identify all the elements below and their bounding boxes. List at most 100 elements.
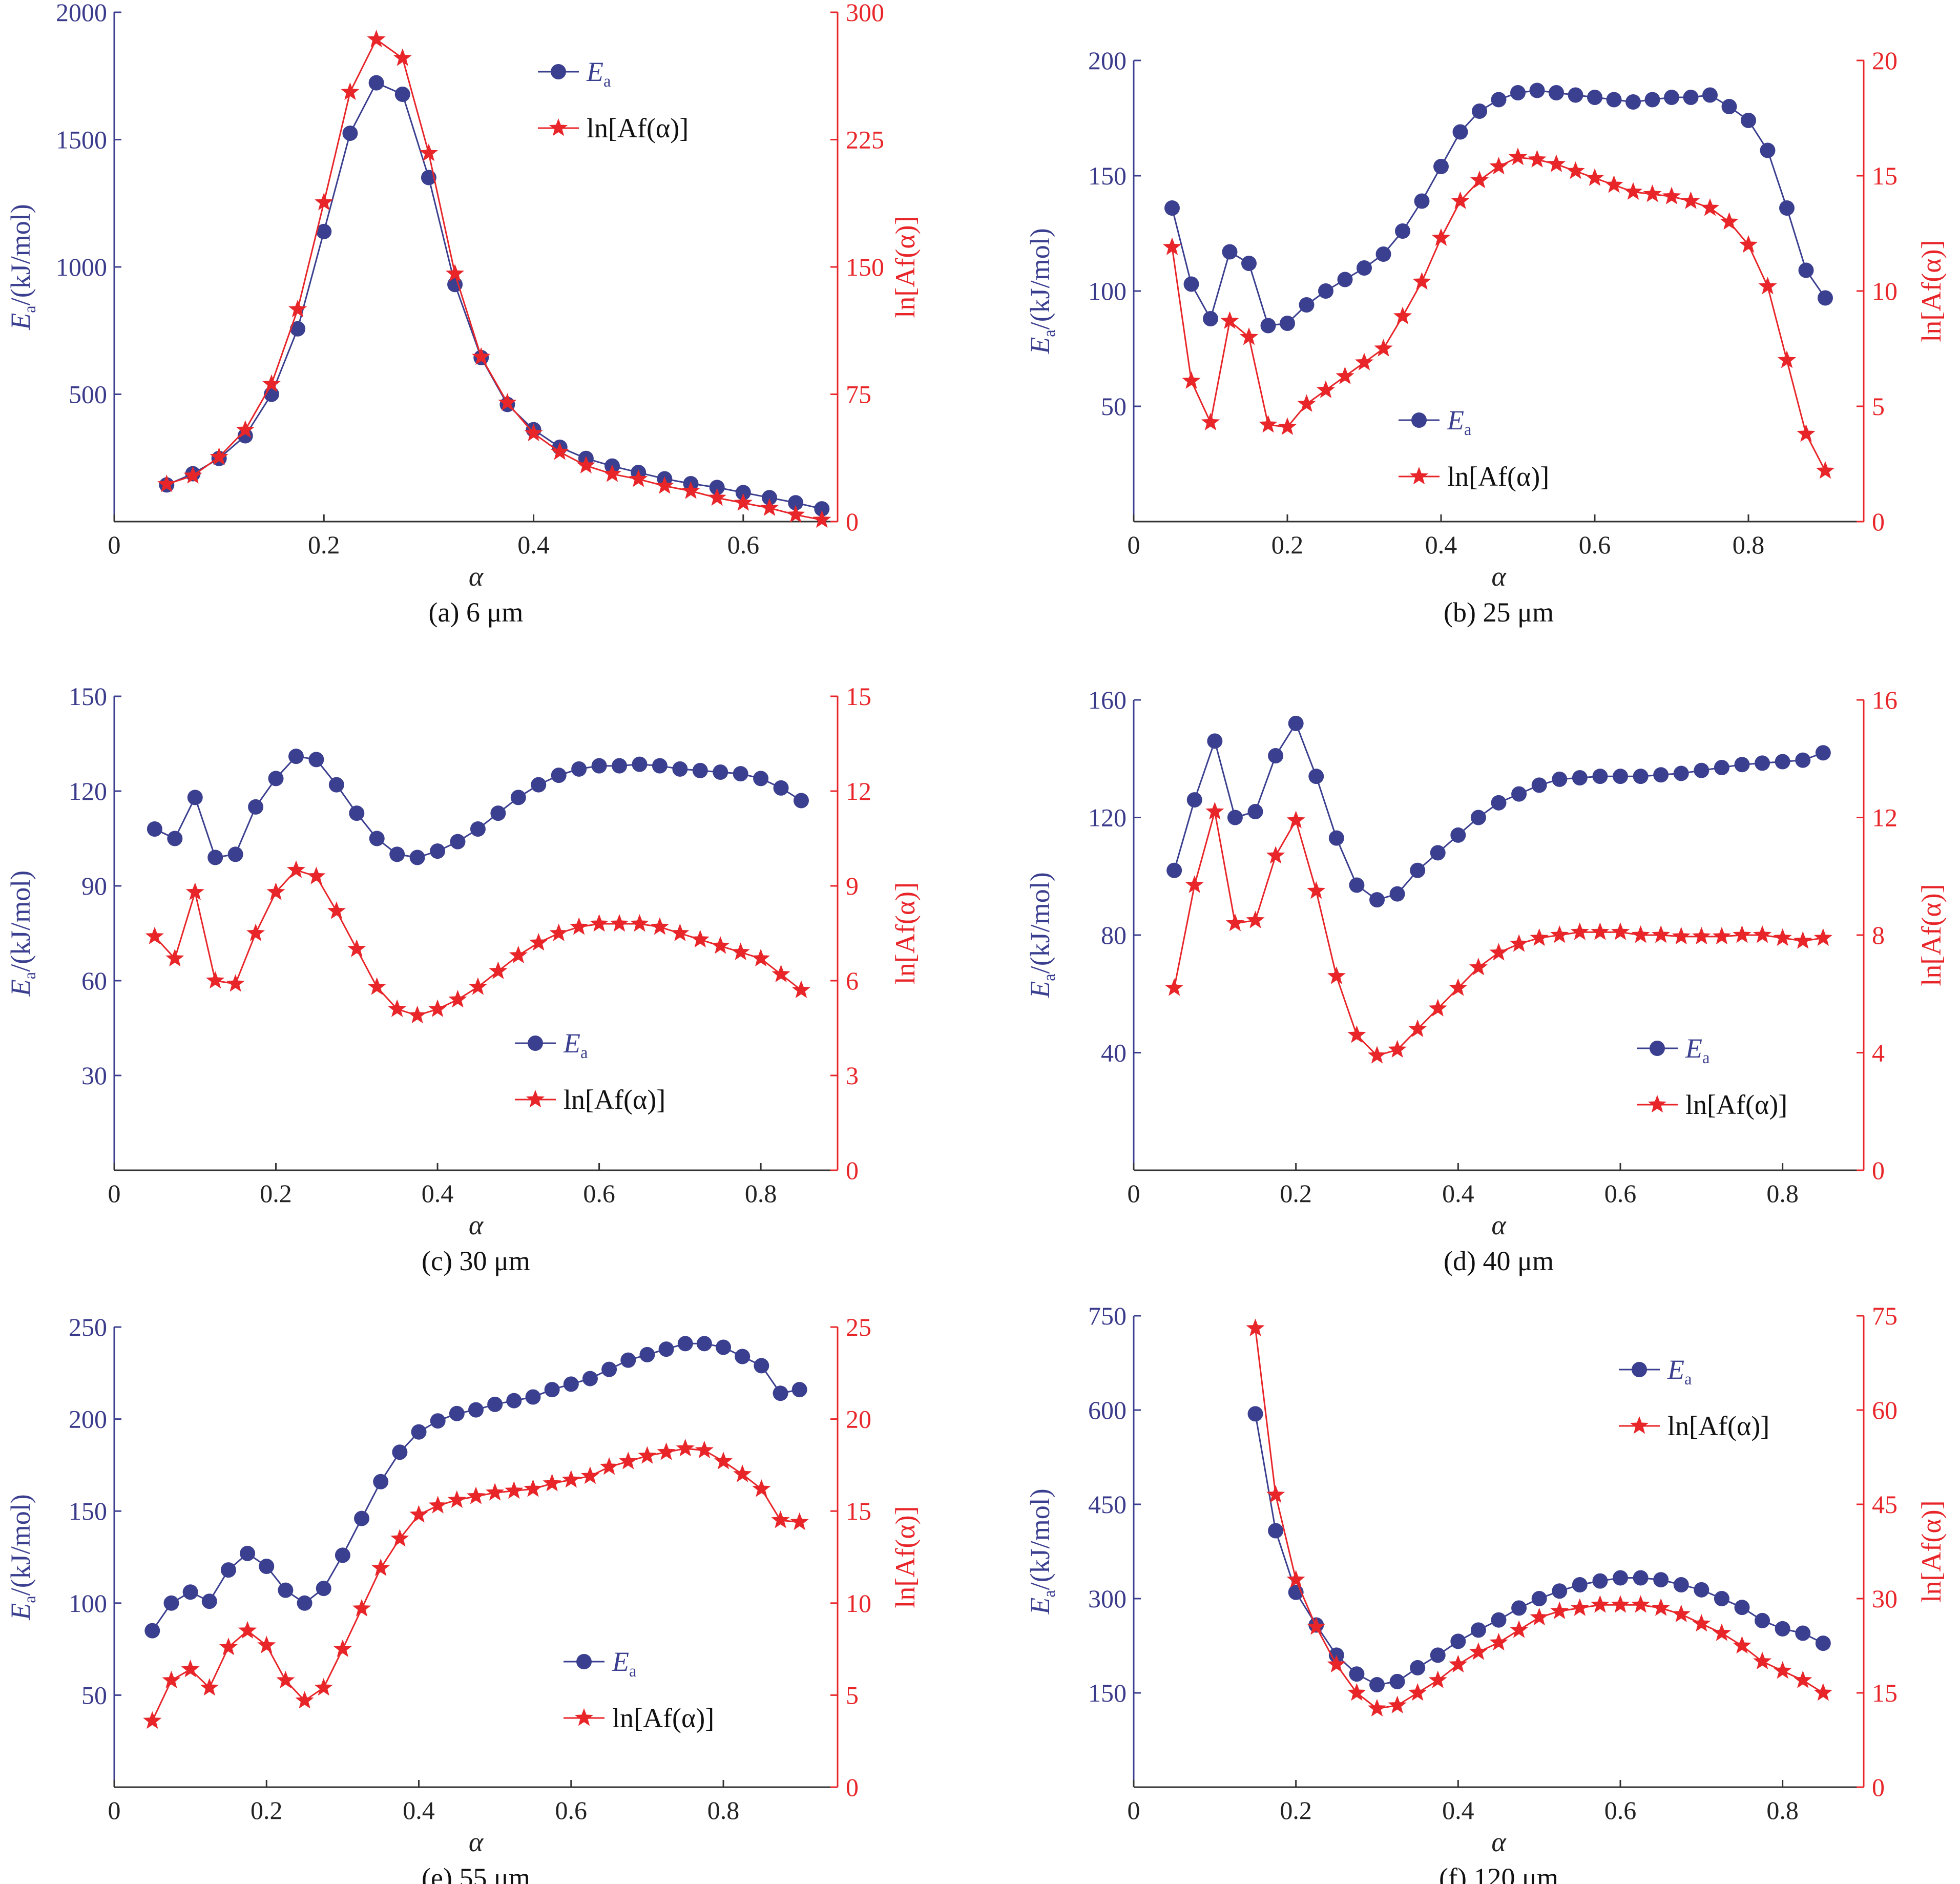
data-point-ea: [240, 1545, 256, 1561]
data-point-ea: [1587, 90, 1602, 105]
data-point-ea: [1288, 715, 1304, 731]
data-point-ln: [1286, 811, 1305, 829]
right-y-tick-label: 0: [846, 507, 859, 536]
data-point-ln: [236, 420, 255, 438]
data-point-ea: [1491, 795, 1507, 811]
left-y-tick-label: 150: [69, 682, 107, 711]
data-point-ea: [1472, 103, 1487, 119]
data-point-ea: [1572, 770, 1588, 786]
data-point-ea: [430, 1413, 446, 1429]
data-point-ln: [1547, 154, 1566, 172]
data-point-ea: [1491, 1612, 1507, 1628]
data-point-ln: [1307, 881, 1326, 899]
data-point-ea: [1203, 311, 1218, 326]
data-point-ln: [1412, 272, 1431, 290]
left-y-tick-label: 600: [1088, 1396, 1127, 1424]
data-point-ea: [316, 1581, 331, 1597]
data-point-ea: [735, 1349, 750, 1364]
ea-label: Ea: [586, 56, 611, 91]
left-y-tick-label: 30: [81, 1061, 107, 1090]
data-point-ea: [510, 790, 526, 805]
data-point-ln: [772, 964, 790, 982]
data-point-ln: [1720, 212, 1739, 230]
data-point-ln: [1388, 1040, 1407, 1058]
data-point-ln: [1508, 148, 1528, 165]
data-point-ln: [590, 914, 609, 932]
data-point-ln: [352, 1599, 371, 1617]
data-point-ln: [1712, 926, 1731, 945]
data-point-ln: [1165, 978, 1184, 996]
data-point-ea: [1644, 92, 1660, 108]
data-point-ea: [335, 1547, 350, 1563]
data-point-ea: [1247, 1406, 1263, 1422]
data-point-ln: [1631, 1595, 1650, 1613]
left-y-tick-label: 300: [1088, 1584, 1127, 1613]
data-point-ea: [411, 1424, 427, 1440]
data-point-ea: [1531, 1591, 1547, 1606]
data-point-ln: [183, 466, 202, 484]
data-point-ln: [246, 923, 265, 941]
data-point-ln: [1692, 926, 1711, 945]
ea-label: Ea: [1667, 1354, 1692, 1389]
data-point-ln: [505, 1481, 524, 1499]
legend-marker-ln: [526, 1090, 545, 1108]
data-point-ln: [629, 469, 648, 487]
ea-label: Ea: [563, 1028, 588, 1062]
data-point-ea: [1683, 90, 1699, 105]
data-point-ln: [1469, 1642, 1488, 1660]
data-point-ea: [373, 1474, 389, 1489]
left-y-tick-label: 40: [1101, 1039, 1127, 1067]
data-point-ln: [1631, 925, 1650, 943]
data-point-ea: [1166, 862, 1182, 878]
x-tick-label: 0: [108, 1796, 121, 1825]
data-point-ln: [752, 948, 770, 967]
data-point-ea: [450, 834, 466, 850]
data-point-ea: [754, 1358, 769, 1374]
data-point-ea: [1613, 1570, 1628, 1586]
data-point-ln: [549, 923, 568, 941]
data-point-ln: [1316, 380, 1336, 398]
data-point-ln: [1327, 1654, 1346, 1673]
data-point-ln: [576, 456, 595, 473]
data-point-ea: [227, 846, 243, 862]
data-point-ea: [449, 1405, 465, 1421]
data-point-ln: [226, 974, 245, 992]
data-point-ea: [1714, 1591, 1729, 1606]
x-tick-label: 0: [1128, 1179, 1140, 1208]
data-point-ea: [1734, 757, 1750, 773]
data-point-ea: [1779, 200, 1795, 216]
data-point-ea: [1795, 1625, 1811, 1641]
data-point-ln: [1733, 1636, 1752, 1654]
right-y-tick-label: 15: [1872, 1679, 1898, 1707]
data-point-ln: [1672, 926, 1691, 945]
data-point-ea: [761, 490, 777, 506]
data-point-ln: [1712, 1623, 1731, 1641]
right-y-tick-label: 9: [846, 872, 859, 900]
data-point-ea: [470, 821, 486, 837]
data-point-ln: [1201, 412, 1220, 430]
ylabel-unit: /(kJ/mol): [1025, 228, 1055, 329]
data-point-ln: [1623, 182, 1643, 200]
x-tick-label: 0.2: [260, 1179, 292, 1208]
ea-label: Ea/(kJ/mol): [1025, 872, 1059, 998]
data-point-ea: [1673, 1577, 1689, 1593]
data-point-ea: [1818, 290, 1833, 306]
right-y-tick-label: 0: [1872, 1773, 1885, 1802]
data-point-ln: [1297, 394, 1316, 412]
legend-marker-ln: [1630, 1416, 1649, 1434]
left-y-tick-label: 200: [1088, 46, 1127, 75]
data-point-ea: [1389, 1673, 1405, 1689]
data-point-ln: [286, 860, 305, 878]
data-point-ea: [342, 126, 358, 141]
data-point-ln: [388, 999, 407, 1017]
data-point-ln: [1451, 191, 1470, 209]
data-point-ln: [1643, 184, 1662, 202]
right-y-tick-label: 5: [1872, 392, 1885, 421]
data-point-ea: [652, 758, 668, 774]
data-point-ln: [1431, 228, 1451, 246]
data-point-ln: [295, 1691, 314, 1709]
data-point-ln: [206, 971, 225, 989]
data-point-ln: [498, 393, 517, 411]
data-point-ln: [408, 1005, 427, 1024]
data-point-ea: [733, 766, 748, 782]
